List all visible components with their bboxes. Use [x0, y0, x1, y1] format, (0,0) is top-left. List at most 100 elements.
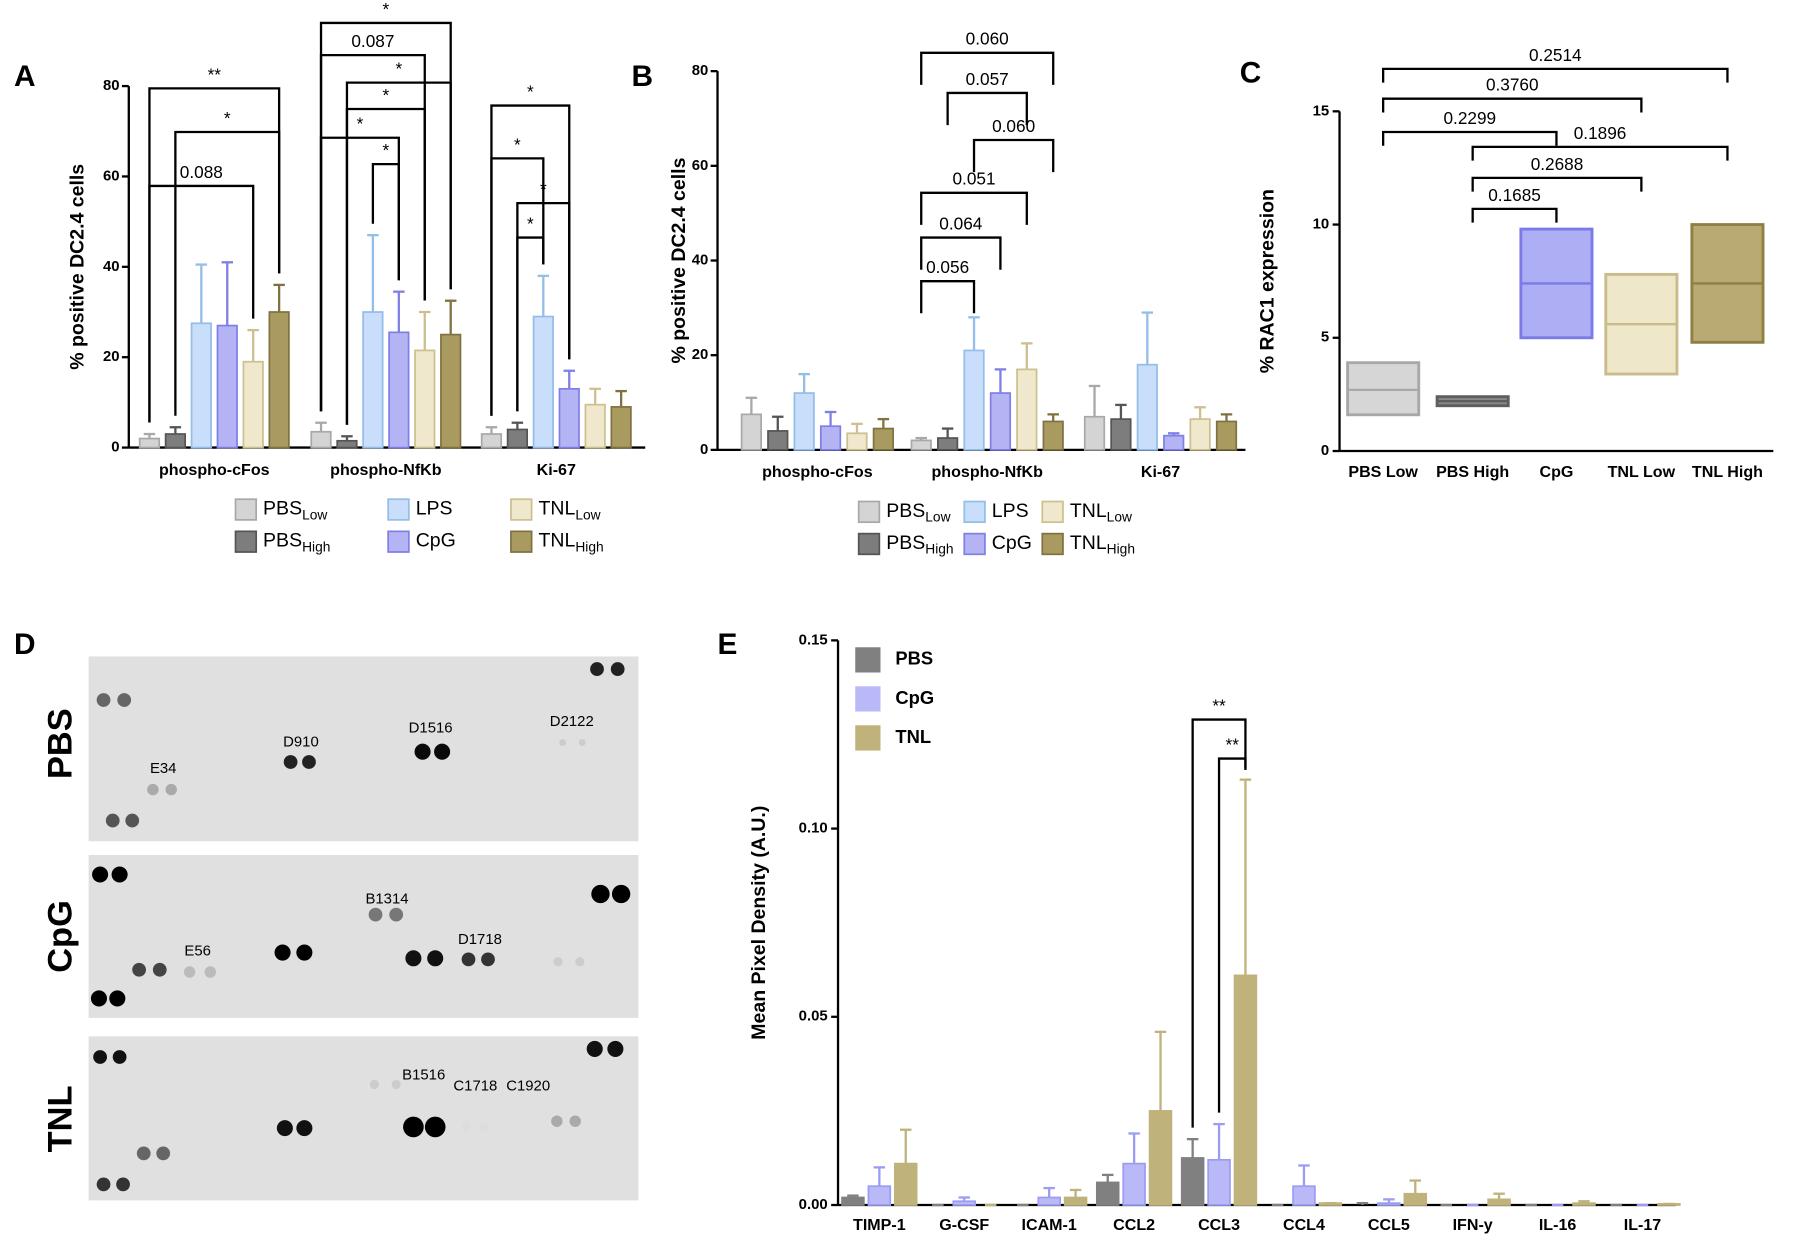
- significance-bracket: [920, 236, 1002, 270]
- bar: [242, 360, 264, 449]
- x-tick-label: CpG: [1540, 463, 1574, 481]
- bar: [1163, 434, 1185, 451]
- row-label: TNL: [41, 1085, 79, 1152]
- blot-spot: [274, 944, 291, 961]
- bar: [963, 349, 985, 451]
- significance-bracket: [1471, 176, 1643, 192]
- significance-bracket: [946, 91, 1028, 126]
- legend-name: LPS: [992, 500, 1029, 522]
- legend-label: TNLHigh: [1070, 532, 1135, 556]
- x-tick-label: IL-17: [1624, 1216, 1662, 1234]
- legend-swatch: [1041, 500, 1064, 524]
- bar: [532, 315, 554, 449]
- significance-label: 0.056: [926, 257, 969, 277]
- blot-spot: [302, 755, 316, 769]
- blot-spot: [116, 1177, 130, 1192]
- significance-label: 0.1896: [1574, 123, 1627, 143]
- legend-label: CpG: [895, 687, 934, 708]
- x-tick-label: IL-16: [1539, 1216, 1577, 1234]
- bar: [937, 437, 959, 451]
- bar: [841, 1196, 865, 1206]
- significance-bracket: [920, 280, 976, 314]
- blot-spot: [461, 1122, 471, 1132]
- blot-spot: [93, 1050, 107, 1064]
- blot-spot: [586, 1040, 603, 1057]
- spot-label: B1516: [402, 1067, 445, 1083]
- legend-label: TNLLow: [538, 498, 600, 522]
- blot-spot: [391, 1079, 401, 1090]
- bar: [989, 392, 1012, 451]
- bar: [1180, 1157, 1205, 1206]
- blot-spot: [610, 662, 625, 676]
- x-tick-label: CCL3: [1198, 1216, 1240, 1234]
- significance-label: 0.057: [966, 69, 1009, 89]
- legend-swatch: [234, 498, 258, 521]
- bar: [506, 428, 528, 449]
- legend-name: TNL: [538, 498, 575, 520]
- blot-spot: [403, 1116, 424, 1138]
- panel-letter: C: [1240, 56, 1262, 89]
- bar: [138, 437, 161, 449]
- y-axis-label: % RAC1 expression: [1257, 189, 1279, 373]
- x-tick-label: CCL4: [1283, 1216, 1325, 1234]
- y-tick-label: 0.00: [799, 1197, 828, 1213]
- significance-label: 0.064: [939, 213, 982, 233]
- blot-spot: [204, 966, 217, 978]
- bar: [952, 1200, 977, 1206]
- legend-swatch: [855, 725, 881, 751]
- bar: [1148, 1110, 1173, 1206]
- legend-label: CpG: [992, 532, 1032, 554]
- y-tick-label: 40: [692, 252, 709, 268]
- x-tick-label: Ki-67: [537, 461, 576, 479]
- bar: [1233, 974, 1258, 1206]
- y-tick-label: 0: [700, 442, 708, 458]
- significance-label: 0.060: [992, 116, 1035, 136]
- legend-subscript: Low: [302, 507, 327, 522]
- legend-subscript: High: [302, 539, 330, 554]
- significance-label: 0.088: [180, 162, 223, 182]
- legend-label: TNLLow: [1070, 500, 1132, 524]
- legend-name: PBS: [886, 500, 925, 522]
- blot-spot: [111, 866, 128, 883]
- significance-label: **: [208, 64, 222, 84]
- x-tick-label: PBS High: [1436, 463, 1509, 481]
- blot-spot: [434, 743, 451, 760]
- legend-swatch: [855, 647, 881, 673]
- legend-label: LPS: [992, 500, 1029, 522]
- bar: [1487, 1198, 1511, 1206]
- significance-label: 0.060: [966, 29, 1009, 49]
- spot-label: B1314: [365, 892, 408, 908]
- bar: [1189, 418, 1211, 451]
- legend-name: TNL: [538, 530, 575, 552]
- bar: [846, 432, 868, 451]
- y-tick-label: 15: [1313, 103, 1330, 119]
- significance-label: 0.2514: [1529, 45, 1582, 65]
- significance-bracket: [319, 21, 452, 412]
- legend-label: TNLHigh: [538, 530, 603, 554]
- legend-subscript: High: [1107, 541, 1135, 556]
- blot-spot: [368, 907, 383, 922]
- panel-letter: E: [718, 628, 738, 661]
- y-tick-label: 5: [1321, 330, 1329, 346]
- legend-swatch: [387, 530, 410, 553]
- blot-spot: [125, 813, 140, 828]
- blot-spot: [136, 1146, 151, 1161]
- blot-spot: [424, 1116, 446, 1138]
- blot-spot: [389, 907, 404, 922]
- significance-label: 0.1685: [1488, 185, 1541, 205]
- bar: [268, 311, 290, 449]
- blot-membrane: [88, 656, 639, 842]
- bar: [793, 392, 815, 451]
- bar: [362, 311, 384, 449]
- significance-label: 0.051: [952, 169, 995, 189]
- significance-bracket: [1382, 130, 1558, 146]
- significance-label: *: [224, 108, 231, 128]
- blot-spot: [481, 952, 495, 967]
- y-tick-label: 10: [1313, 216, 1330, 232]
- panel-letter: B: [631, 60, 653, 93]
- legend-label: PBS: [895, 648, 933, 669]
- blot-spot: [611, 884, 631, 904]
- x-tick-label: TNL Low: [1608, 463, 1676, 481]
- significance-bracket: [1471, 145, 1729, 161]
